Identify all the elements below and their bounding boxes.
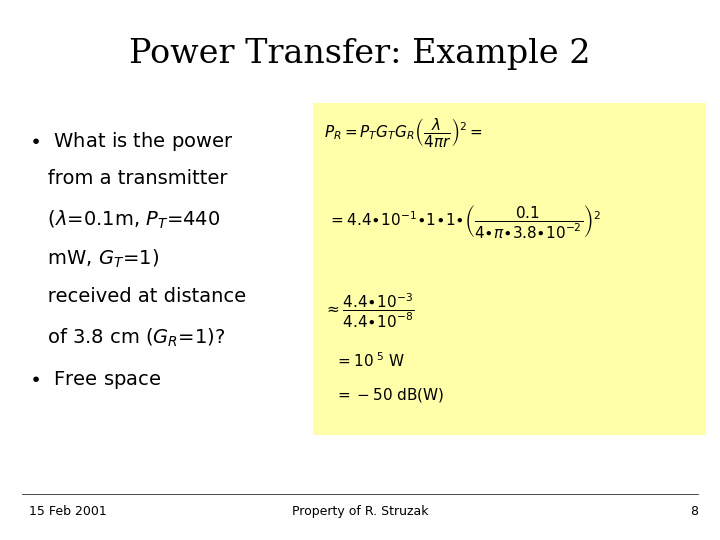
Text: ($\lambda$=0.1m, $P_T$=440: ($\lambda$=0.1m, $P_T$=440 (29, 208, 220, 231)
Text: received at distance: received at distance (29, 287, 246, 306)
Text: $P_R = P_T G_T G_R \left(\dfrac{\lambda}{4\pi r}\right)^2 =$: $P_R = P_T G_T G_R \left(\dfrac{\lambda}… (324, 116, 483, 149)
Text: 15 Feb 2001: 15 Feb 2001 (29, 505, 107, 518)
Text: $= 10^{\ 5}\ \mathrm{W}$: $= 10^{\ 5}\ \mathrm{W}$ (335, 351, 405, 370)
Text: Property of R. Struzak: Property of R. Struzak (292, 505, 428, 518)
Text: of 3.8 cm ($G_R$=1)?: of 3.8 cm ($G_R$=1)? (29, 327, 225, 349)
Text: $\bullet$  Free space: $\bullet$ Free space (29, 369, 161, 391)
Text: $= 4.4{\bullet}10^{-1}{\bullet}1{\bullet}1{\bullet}\left(\dfrac{0.1}{4{\bullet}\: $= 4.4{\bullet}10^{-1}{\bullet}1{\bullet… (328, 202, 600, 240)
Text: $= -50\ \mathrm{dB(W)}$: $= -50\ \mathrm{dB(W)}$ (335, 386, 444, 404)
Text: Power Transfer: Example 2: Power Transfer: Example 2 (130, 38, 590, 70)
Text: 8: 8 (690, 505, 698, 518)
Text: $\bullet$  What is the power: $\bullet$ What is the power (29, 130, 233, 153)
Text: from a transmitter: from a transmitter (29, 169, 228, 188)
Text: mW, $G_T$=1): mW, $G_T$=1) (29, 248, 159, 270)
Text: $\approx \dfrac{4.4{\bullet}10^{-3}}{4.4{\bullet}10^{-8}}$: $\approx \dfrac{4.4{\bullet}10^{-3}}{4.4… (324, 292, 414, 330)
FancyBboxPatch shape (313, 103, 706, 435)
